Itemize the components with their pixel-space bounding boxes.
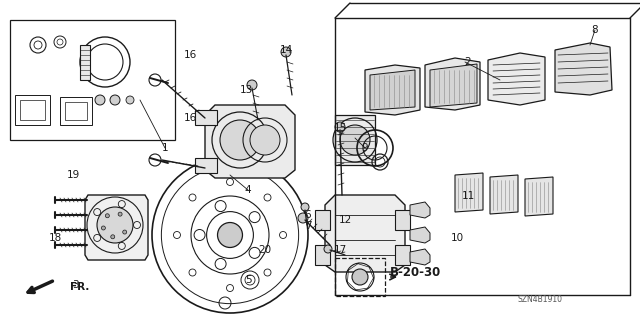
- Polygon shape: [335, 115, 375, 165]
- Polygon shape: [455, 173, 483, 212]
- Polygon shape: [365, 65, 420, 115]
- Circle shape: [110, 95, 120, 105]
- Circle shape: [126, 96, 134, 104]
- Polygon shape: [325, 195, 405, 272]
- Polygon shape: [85, 195, 148, 260]
- Polygon shape: [205, 105, 295, 178]
- Text: 20: 20: [259, 245, 271, 255]
- Polygon shape: [490, 175, 518, 214]
- Circle shape: [335, 122, 345, 132]
- Text: 12: 12: [339, 215, 351, 225]
- Bar: [60, 97, 92, 125]
- Circle shape: [281, 47, 291, 57]
- Circle shape: [352, 269, 368, 285]
- Text: 18: 18: [49, 233, 61, 243]
- Bar: [15, 95, 50, 125]
- Text: 5: 5: [244, 275, 252, 285]
- Circle shape: [95, 95, 105, 105]
- Bar: [65, 102, 87, 120]
- Bar: [335, 258, 385, 296]
- Polygon shape: [370, 70, 415, 110]
- Text: 19: 19: [67, 170, 79, 180]
- Circle shape: [250, 125, 280, 155]
- Polygon shape: [525, 177, 553, 216]
- Bar: [20, 100, 45, 120]
- Circle shape: [218, 223, 243, 248]
- Circle shape: [101, 226, 106, 230]
- Polygon shape: [425, 58, 480, 110]
- Polygon shape: [488, 53, 545, 105]
- Text: 4: 4: [244, 185, 252, 195]
- Text: 7: 7: [305, 221, 311, 231]
- Circle shape: [111, 235, 115, 239]
- Polygon shape: [80, 45, 90, 80]
- Text: 9: 9: [362, 143, 368, 153]
- Text: 15: 15: [333, 123, 347, 133]
- Circle shape: [97, 207, 133, 243]
- Text: 1: 1: [162, 143, 168, 153]
- Polygon shape: [410, 249, 430, 265]
- Text: 2: 2: [465, 57, 471, 67]
- Polygon shape: [430, 64, 477, 107]
- Bar: [315, 245, 330, 265]
- Circle shape: [220, 120, 260, 160]
- Text: 6: 6: [305, 210, 311, 220]
- Circle shape: [340, 125, 370, 155]
- Circle shape: [118, 212, 122, 216]
- Text: SZN4B1910: SZN4B1910: [518, 295, 563, 305]
- Polygon shape: [410, 202, 430, 218]
- Circle shape: [123, 230, 127, 234]
- Circle shape: [298, 213, 308, 223]
- Bar: [195, 110, 217, 125]
- Polygon shape: [555, 43, 612, 95]
- Bar: [315, 210, 330, 230]
- Text: 11: 11: [461, 191, 475, 201]
- Text: 3: 3: [72, 280, 78, 290]
- Text: 14: 14: [280, 45, 292, 55]
- Text: B-20-30: B-20-30: [390, 266, 441, 279]
- Text: 13: 13: [239, 85, 253, 95]
- Text: 16: 16: [184, 113, 196, 123]
- Bar: [395, 245, 410, 265]
- Bar: [195, 158, 217, 173]
- Bar: [10, 20, 175, 140]
- Circle shape: [324, 245, 332, 253]
- Bar: [395, 210, 410, 230]
- Text: 16: 16: [184, 50, 196, 60]
- Text: 10: 10: [451, 233, 463, 243]
- Circle shape: [106, 214, 109, 218]
- Text: 17: 17: [333, 245, 347, 255]
- Circle shape: [301, 203, 309, 211]
- Text: 8: 8: [592, 25, 598, 35]
- Polygon shape: [410, 227, 430, 243]
- Text: FR.: FR.: [70, 282, 90, 292]
- Circle shape: [247, 80, 257, 90]
